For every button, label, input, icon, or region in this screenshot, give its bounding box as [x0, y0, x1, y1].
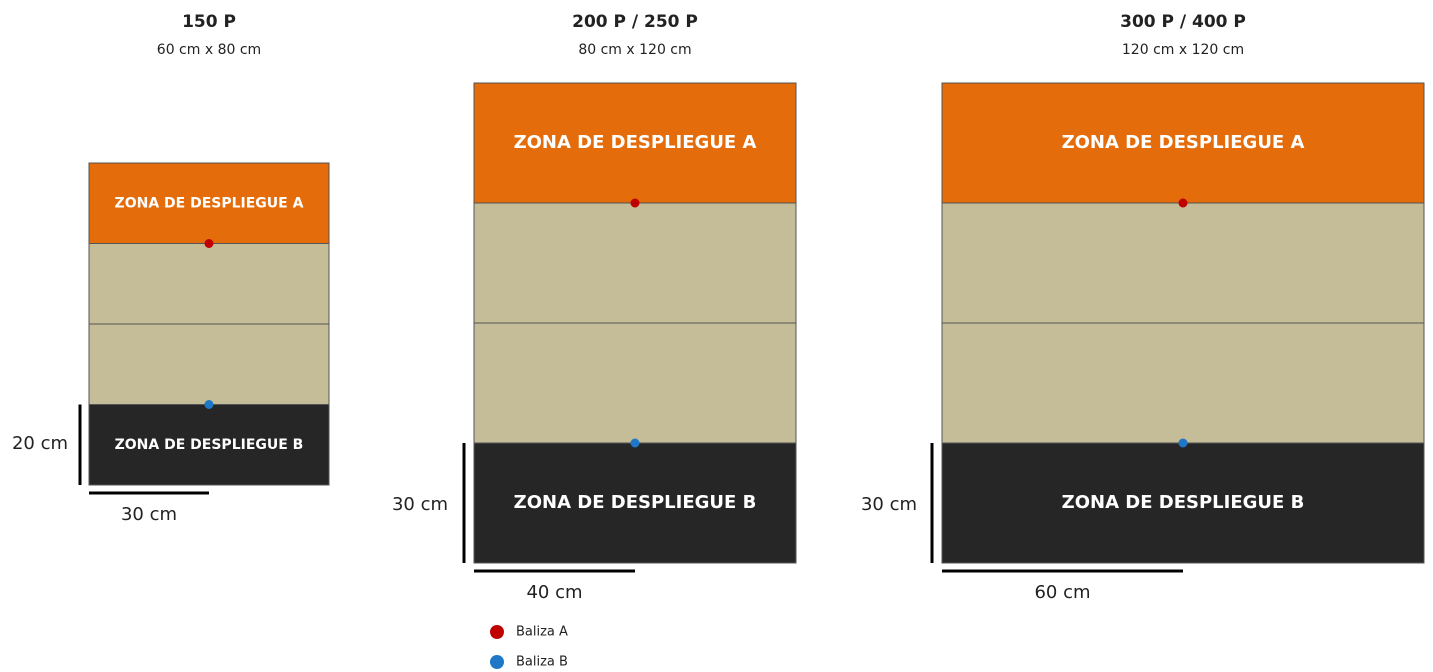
- board-title: 150 P: [182, 12, 236, 32]
- board-title: 300 P / 400 P: [1120, 12, 1246, 32]
- zone-a: [473, 82, 797, 204]
- width-label: 60 cm: [1034, 582, 1090, 603]
- zone-b: [88, 404, 330, 486]
- board-title: 200 P / 250 P: [572, 12, 698, 32]
- legend-label: Baliza B: [516, 655, 568, 670]
- board-size: 80 cm x 120 cm: [578, 42, 691, 58]
- height-label: 20 cm: [12, 433, 68, 454]
- zone-b: [473, 442, 797, 564]
- legend-dot: [490, 655, 504, 669]
- zone-b-label: ZONA DE DESPLIEGUE B: [514, 492, 757, 513]
- zone-a: [88, 162, 330, 244]
- zone-a-label: ZONA DE DESPLIEGUE A: [115, 195, 304, 211]
- zone-a-label: ZONA DE DESPLIEGUE A: [1062, 132, 1305, 153]
- beacon-b: [1178, 438, 1188, 448]
- legend-dot: [490, 625, 504, 639]
- legend-label: Baliza A: [516, 625, 568, 640]
- zone-a-label: ZONA DE DESPLIEGUE A: [514, 132, 757, 153]
- zone-b-label: ZONA DE DESPLIEGUE B: [1062, 492, 1305, 513]
- zone-a: [941, 82, 1425, 204]
- beacon-a: [204, 239, 214, 248]
- height-label: 30 cm: [392, 494, 448, 515]
- beacon-a: [1178, 198, 1188, 208]
- beacon-b: [204, 400, 214, 409]
- width-label: 40 cm: [526, 582, 582, 603]
- width-label: 30 cm: [121, 504, 177, 525]
- zone-b-label: ZONA DE DESPLIEGUE B: [115, 437, 304, 453]
- height-label: 30 cm: [861, 494, 917, 515]
- zone-b: [941, 442, 1425, 564]
- beacon-b: [630, 438, 640, 448]
- beacon-a: [630, 198, 640, 208]
- board-size: 120 cm x 120 cm: [1122, 42, 1244, 58]
- board-size: 60 cm x 80 cm: [157, 42, 261, 58]
